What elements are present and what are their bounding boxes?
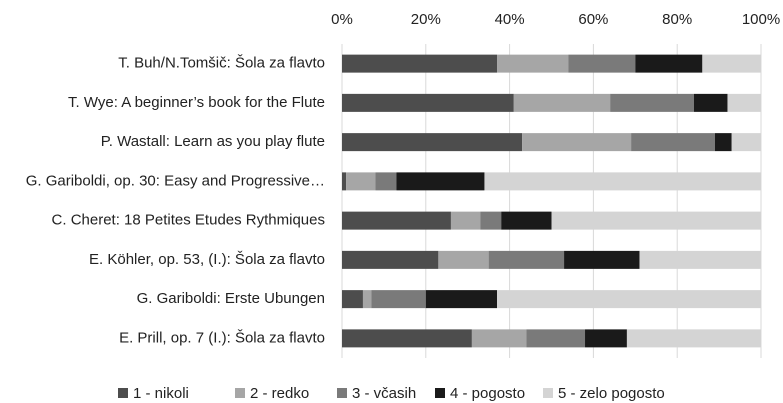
y-tick-label: E. Köhler, op. 53, (I.): Šola za flavto	[89, 251, 325, 268]
bar-segment	[731, 133, 761, 152]
bar-segment	[497, 290, 761, 309]
y-tick-label: C. Cheret: 18 Petites Etudes Rythmiques	[52, 212, 325, 229]
bar-segment	[342, 93, 514, 112]
x-tick-label: 60%	[578, 11, 608, 28]
legend-label: 4 - pogosto	[450, 385, 525, 402]
y-tick-label: G. Gariboldi, op. 30: Easy and Progressi…	[26, 172, 325, 189]
x-tick-label: 80%	[662, 11, 692, 28]
bar-segment	[342, 172, 347, 191]
bar-segment	[564, 250, 640, 269]
bar-segment	[714, 133, 732, 152]
x-tick-label: 20%	[411, 11, 441, 28]
bar-segment	[702, 54, 761, 73]
bar-segment	[635, 54, 703, 73]
x-tick-label: 0%	[331, 11, 353, 28]
bar-segment	[488, 250, 565, 269]
bar-segment	[425, 290, 498, 309]
legend-label: 1 - nikoli	[133, 385, 189, 402]
y-tick-label: E. Prill, op. 7 (I.): Šola za flavto	[119, 329, 325, 346]
bar-segment	[693, 93, 728, 112]
bar-segment	[526, 329, 586, 348]
bar-segment	[522, 133, 632, 152]
bar-segment	[342, 250, 439, 269]
legend-swatch	[118, 388, 128, 398]
bar-segment	[513, 93, 611, 112]
bar-segment	[342, 329, 472, 348]
y-tick-label: P. Wastall: Learn as you play flute	[101, 133, 325, 150]
legend-swatch	[235, 388, 245, 398]
bar-segment	[480, 211, 502, 230]
y-tick-label: T. Buh/N.Tomšič: Šola za flavto	[118, 55, 325, 72]
bar-segment	[568, 54, 636, 73]
bar-segment	[450, 211, 481, 230]
bar-segment	[438, 250, 489, 269]
y-tick-label: T. Wye: A beginner’s book for the Flute	[68, 94, 325, 111]
legend-label: 2 - redko	[250, 385, 309, 402]
bar-segment	[639, 250, 761, 269]
bar-segment	[585, 329, 627, 348]
bar-segment	[484, 172, 761, 191]
bar-segment	[631, 133, 715, 152]
bar-segment	[342, 54, 498, 73]
legend-swatch	[337, 388, 347, 398]
bar-segment	[342, 133, 523, 152]
bar-segment	[371, 290, 426, 309]
legend-swatch	[435, 388, 445, 398]
bar-segment	[497, 54, 569, 73]
bar-segment	[342, 290, 363, 309]
legend-swatch	[543, 388, 553, 398]
bar-segment	[626, 329, 761, 348]
bar-segment	[375, 172, 397, 191]
bar-segment	[551, 211, 761, 230]
bar-segment	[362, 290, 372, 309]
legend-label: 5 - zelo pogosto	[558, 385, 665, 402]
bar-segment	[396, 172, 485, 191]
legend-label: 3 - včasih	[352, 385, 416, 402]
bar-segment	[610, 93, 694, 112]
bar-segment	[342, 211, 451, 230]
bar-segment	[501, 211, 552, 230]
bar-segment	[471, 329, 527, 348]
x-tick-label: 40%	[495, 11, 525, 28]
bar-segment	[346, 172, 376, 191]
x-tick-label: 100%	[742, 11, 780, 28]
bar-segment	[727, 93, 761, 112]
y-tick-label: G. Gariboldi: Erste Ubungen	[137, 290, 325, 307]
